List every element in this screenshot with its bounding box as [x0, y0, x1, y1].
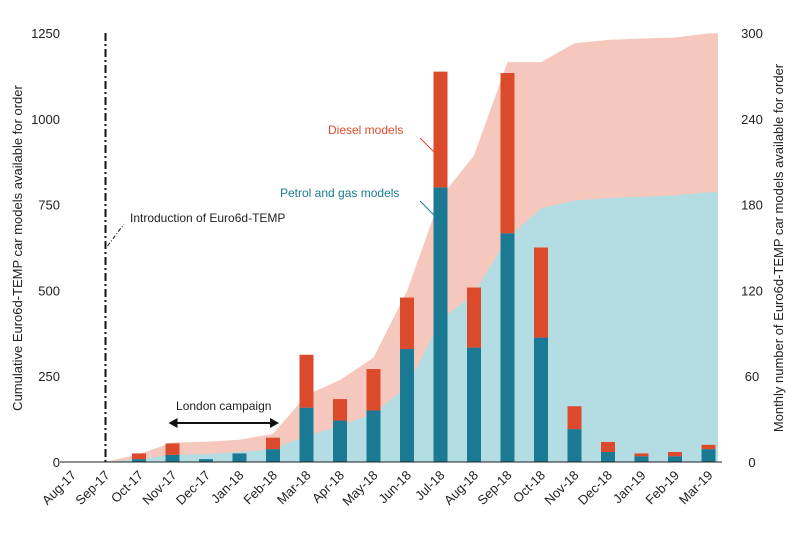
bar-diesel-oct-17	[132, 453, 146, 460]
bar-petrol-jan-19	[634, 456, 649, 462]
intro-pointer	[107, 223, 125, 247]
bar-petrol-jan-18	[232, 453, 247, 462]
bar-diesel-jun-18	[400, 297, 414, 350]
bar-diesel-mar-19	[701, 444, 716, 450]
bar-petrol-oct-17	[132, 459, 146, 462]
bar-diesel-sep-18	[500, 73, 515, 234]
left-tick-label: 750	[38, 198, 60, 213]
bar-petrol-nov-18	[567, 429, 582, 462]
bar-petrol-mar-18	[299, 407, 314, 462]
right-tick-label: 60	[745, 369, 759, 384]
x-tick-label: Aug-18	[441, 468, 481, 508]
bar-diesel-jan-19	[634, 453, 649, 457]
x-tick-label: Dec-18	[575, 468, 615, 508]
campaign-arrow-left-head	[168, 418, 178, 428]
bar-petrol-sep-18	[500, 233, 515, 462]
x-tick-label: Nov-17	[139, 468, 179, 508]
right-tick-label: 180	[741, 198, 763, 213]
annotations: Introduction of Euro6d-TEMP London campai…	[104, 33, 441, 462]
x-tick-label: May-18	[339, 468, 380, 509]
bar-diesel-mar-18	[299, 354, 314, 408]
x-tick-label: Oct-17	[108, 468, 146, 506]
bar-petrol-jun-18	[400, 349, 414, 462]
bar-diesel-jul-18	[433, 71, 448, 188]
left-tick-label: 500	[38, 283, 60, 298]
left-tick-label: 1250	[31, 26, 60, 41]
bar-petrol-mar-19	[701, 449, 716, 462]
bar-diesel-dec-18	[601, 441, 615, 452]
x-tick-label: Mar-19	[676, 468, 716, 508]
petrol-label: Petrol and gas models	[280, 186, 399, 200]
left-tick-label: 0	[53, 455, 60, 470]
bar-petrol-dec-17	[199, 459, 213, 462]
right-tick-label: 0	[748, 455, 755, 470]
bar-petrol-oct-18	[534, 337, 548, 462]
left-tick-label: 250	[38, 369, 60, 384]
x-tick-label: Dec-17	[173, 468, 213, 508]
bar-diesel-feb-19	[668, 451, 682, 457]
bar-petrol-may-18	[366, 410, 381, 462]
left-axis-label: Cumulative Euro6d-TEMP car models availa…	[10, 85, 25, 411]
bar-diesel-nov-17	[165, 443, 180, 455]
x-axis-ticks: Aug-17Sep-17Oct-17Nov-17Dec-17Jan-18Feb-…	[39, 468, 716, 509]
intro-label: Introduction of Euro6d-TEMP	[130, 211, 285, 225]
bar-petrol-apr-18	[333, 420, 347, 462]
x-tick-label: Oct-18	[510, 468, 548, 506]
x-tick-label: Mar-18	[274, 468, 314, 508]
bar-petrol-feb-18	[266, 449, 280, 462]
bar-petrol-aug-18	[467, 347, 481, 462]
x-tick-label: Jun-18	[375, 468, 414, 507]
right-tick-label: 240	[741, 112, 763, 127]
x-tick-label: Sep-17	[72, 468, 112, 508]
x-tick-label: Feb-19	[642, 468, 682, 508]
campaign-arrow-right-head	[270, 418, 279, 428]
bar-diesel-aug-18	[467, 287, 481, 348]
cumulative-area-petrol	[105, 192, 718, 462]
right-axis-ticks: 0 60 120 180 240 300	[741, 26, 763, 470]
bar-petrol-dec-18	[601, 451, 615, 462]
bar-diesel-oct-18	[534, 247, 548, 338]
right-axis-label: Monthly number of Euro6d-TEMP car models…	[771, 63, 786, 432]
bar-petrol-jul-18	[433, 187, 448, 462]
bar-diesel-may-18	[366, 369, 381, 411]
x-tick-label: Feb-18	[240, 468, 280, 508]
diesel-label: Diesel models	[328, 123, 403, 137]
cumulative-areas	[105, 33, 718, 462]
x-tick-label: Sep-18	[474, 468, 514, 508]
diesel-leader	[419, 137, 441, 159]
right-tick-label: 120	[741, 283, 763, 298]
petrol-leader	[419, 200, 441, 222]
x-tick-label: Nov-18	[541, 468, 581, 508]
x-tick-label: Aug-17	[39, 468, 79, 508]
bar-diesel-feb-18	[266, 437, 280, 450]
left-axis-ticks: 0 250 500 750 1000 1250	[31, 26, 60, 470]
x-tick-label: Jan-18	[208, 468, 247, 507]
campaign-label: London campaign	[176, 399, 271, 413]
bar-diesel-nov-18	[567, 406, 582, 430]
right-tick-label: 300	[741, 26, 763, 41]
monthly-bars	[132, 71, 716, 462]
bar-diesel-apr-18	[333, 399, 347, 421]
x-tick-label: Jan-19	[610, 468, 649, 507]
bar-petrol-nov-17	[165, 454, 180, 462]
left-tick-label: 1000	[31, 112, 60, 127]
bar-petrol-feb-19	[668, 456, 682, 462]
